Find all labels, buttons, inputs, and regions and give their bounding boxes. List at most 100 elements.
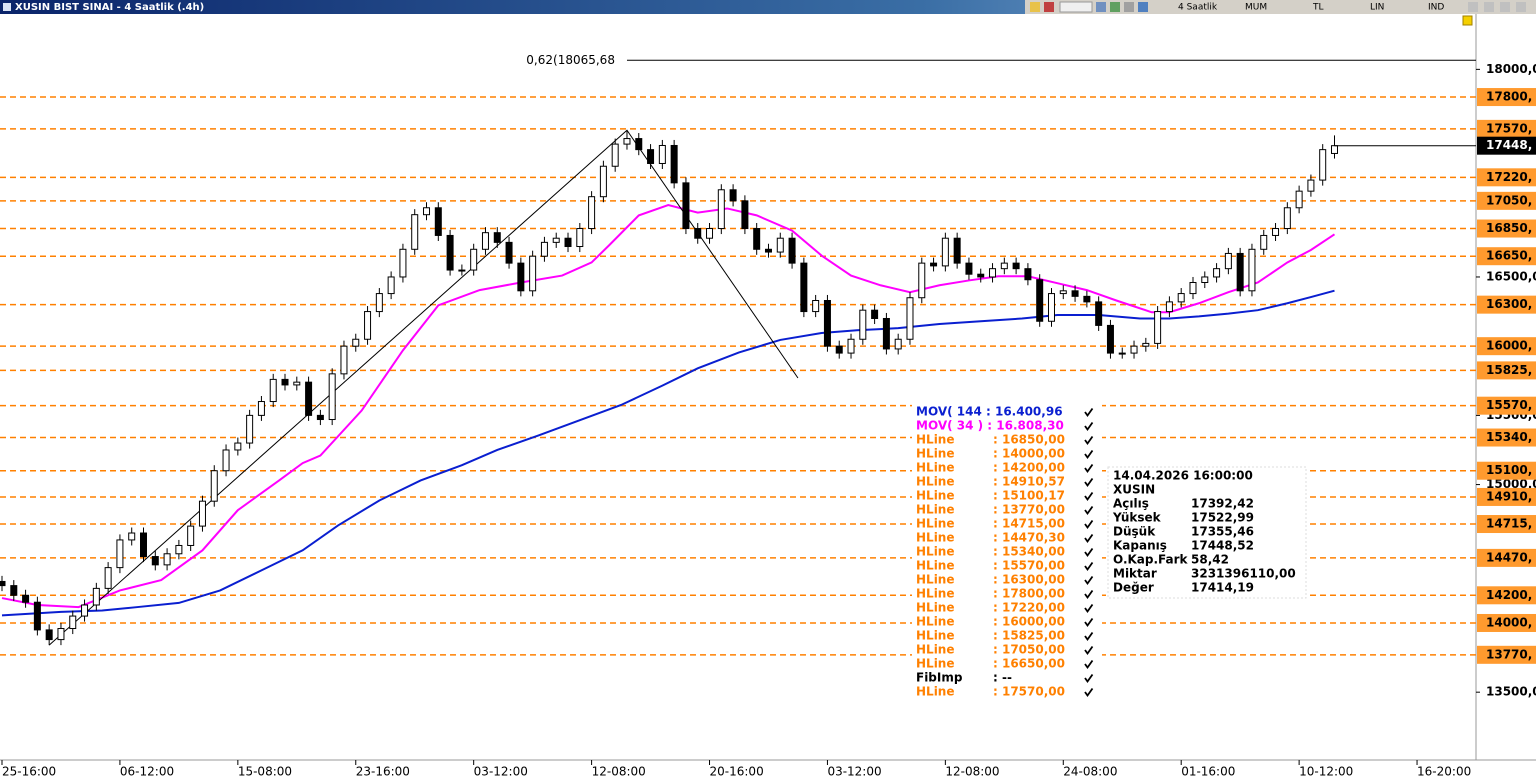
legend-check[interactable] bbox=[1084, 673, 1094, 684]
legend-check[interactable] bbox=[1084, 407, 1094, 418]
hline-tag-label: 13770, bbox=[1486, 647, 1532, 661]
legend-value: : 17220,00 bbox=[993, 601, 1065, 615]
icon[interactable] bbox=[1059, 1, 1093, 13]
legend-check[interactable] bbox=[1084, 645, 1094, 656]
legend-name: HLine bbox=[916, 447, 954, 461]
hline-tag-label: 15100, bbox=[1486, 463, 1532, 477]
candle-body bbox=[364, 311, 372, 340]
hline-tag bbox=[1477, 515, 1536, 534]
candle-body bbox=[423, 207, 431, 216]
candle-body bbox=[1083, 295, 1091, 303]
hline-tag bbox=[1477, 191, 1536, 210]
info-label: Kapanış bbox=[1113, 539, 1167, 553]
candle-body bbox=[10, 585, 18, 596]
legend-check[interactable] bbox=[1084, 659, 1094, 670]
legend-value: : 15825,00 bbox=[993, 629, 1065, 643]
toolbar-button[interactable]: TL bbox=[1312, 3, 1324, 13]
icon[interactable] bbox=[1500, 2, 1510, 12]
moving-average bbox=[1, 203, 1336, 609]
icon[interactable] bbox=[1516, 2, 1526, 12]
info-header: 14.04.2026 16:00:00 bbox=[1113, 469, 1253, 483]
candle-body bbox=[682, 182, 690, 230]
toolbar-button[interactable]: MUM bbox=[1245, 3, 1267, 13]
legend-check[interactable] bbox=[1084, 589, 1094, 600]
hline-tag-label: 14470, bbox=[1486, 550, 1532, 564]
toolbar-button[interactable]: LIN bbox=[1370, 3, 1384, 13]
legend-check[interactable] bbox=[1084, 561, 1094, 572]
legend-check[interactable] bbox=[1084, 505, 1094, 516]
info-label: Değer bbox=[1113, 581, 1154, 595]
candle-body bbox=[151, 556, 159, 566]
candle-body bbox=[1130, 345, 1138, 354]
candle-body bbox=[1106, 324, 1114, 354]
toolbar-button[interactable]: 4 Saatlik bbox=[1178, 3, 1218, 13]
fib-level-label: 0,62(18065,68 bbox=[526, 53, 615, 67]
x-tick-label: 16-20:00 bbox=[1417, 765, 1471, 779]
x-tick-label: 10-12:00 bbox=[1299, 765, 1353, 779]
legend-check[interactable] bbox=[1084, 519, 1094, 530]
candle-body bbox=[753, 228, 761, 250]
legend-value: : 16000,00 bbox=[993, 615, 1065, 629]
candle-body bbox=[140, 532, 148, 558]
legend-value: : -- bbox=[993, 671, 1012, 685]
hline-tag bbox=[1477, 247, 1536, 266]
candle-body bbox=[470, 248, 478, 271]
icon[interactable] bbox=[1030, 2, 1040, 12]
legend-check[interactable] bbox=[1084, 449, 1094, 460]
x-tick-label: 01-16:00 bbox=[1181, 765, 1235, 779]
legend-check[interactable] bbox=[1084, 491, 1094, 502]
icon[interactable] bbox=[1468, 2, 1478, 12]
candle-body bbox=[57, 628, 65, 641]
hline-tag-label: 17800, bbox=[1486, 90, 1532, 104]
candle-body bbox=[0, 580, 6, 587]
icon[interactable] bbox=[1484, 2, 1494, 12]
legend-check[interactable] bbox=[1084, 421, 1094, 432]
candle-body bbox=[81, 604, 89, 617]
icon[interactable] bbox=[1110, 2, 1120, 12]
legend-value: : 17050,00 bbox=[993, 643, 1065, 657]
candle-body bbox=[187, 525, 195, 546]
icon[interactable] bbox=[1044, 2, 1054, 12]
candle-body bbox=[1307, 179, 1315, 192]
candle-body bbox=[847, 338, 855, 354]
icon[interactable] bbox=[1096, 2, 1106, 12]
legend-check[interactable] bbox=[1084, 603, 1094, 614]
candle-body bbox=[281, 378, 289, 386]
info-symbol: XUSIN bbox=[1113, 483, 1155, 497]
info-value: 58,42 bbox=[1191, 553, 1229, 567]
candle-body bbox=[399, 248, 407, 278]
legend-check[interactable] bbox=[1084, 533, 1094, 544]
legend-value: : 17800,00 bbox=[993, 587, 1065, 601]
legend-entry: MOV( 144 : 16.400,96 bbox=[916, 405, 1063, 419]
legend-check[interactable] bbox=[1084, 687, 1094, 698]
candle-body bbox=[812, 299, 820, 313]
candle-body bbox=[411, 214, 419, 250]
legend-check[interactable] bbox=[1084, 435, 1094, 446]
info-label: O.Kap.Fark bbox=[1113, 553, 1189, 567]
legend-check[interactable] bbox=[1084, 617, 1094, 628]
x-tick-label: 06-12:00 bbox=[120, 765, 174, 779]
legend-value: : 17570,00 bbox=[993, 685, 1065, 699]
hline-tag bbox=[1477, 548, 1536, 567]
legend-check[interactable] bbox=[1084, 631, 1094, 642]
legend-name: HLine bbox=[916, 657, 954, 671]
legend-value: : 16850,00 bbox=[993, 433, 1065, 447]
candle-body bbox=[104, 567, 112, 589]
icon[interactable] bbox=[1138, 2, 1148, 12]
last-price-label: 17448, bbox=[1486, 138, 1532, 152]
legend-check[interactable] bbox=[1084, 575, 1094, 586]
legend-check[interactable] bbox=[1084, 463, 1094, 474]
x-tick-label: 24-08:00 bbox=[1063, 765, 1117, 779]
legend-check[interactable] bbox=[1084, 547, 1094, 558]
toolbar-button[interactable]: IND bbox=[1428, 3, 1444, 13]
candle-body bbox=[647, 149, 655, 164]
icon[interactable] bbox=[1124, 2, 1134, 12]
candle-body bbox=[540, 241, 548, 257]
legend-check[interactable] bbox=[1084, 477, 1094, 488]
legend-name: HLine bbox=[916, 461, 954, 475]
candle-body bbox=[387, 276, 395, 295]
icon[interactable] bbox=[1462, 15, 1473, 26]
legend-value: : 13770,00 bbox=[993, 503, 1065, 517]
